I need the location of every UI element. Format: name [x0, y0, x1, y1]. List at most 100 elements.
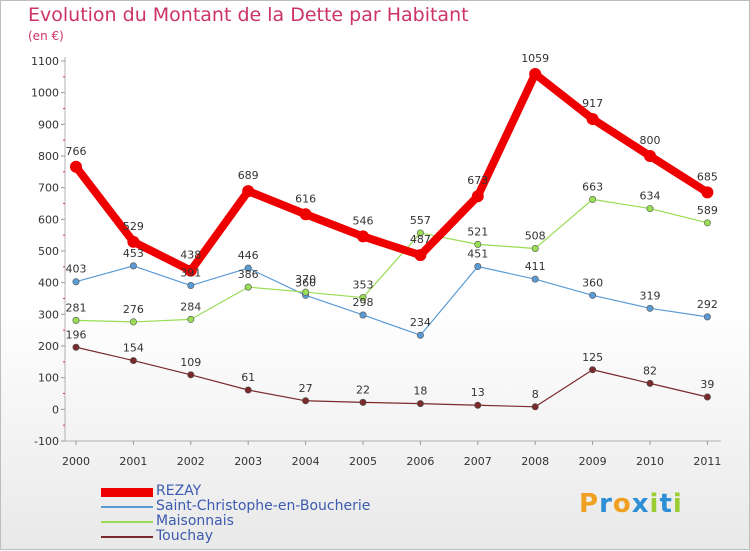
data-point	[357, 230, 369, 243]
legend-swatch-touchay	[101, 536, 153, 538]
data-point	[416, 331, 424, 339]
data-label: 125	[582, 351, 603, 364]
data-label: 403	[66, 263, 87, 276]
data-label: 521	[467, 225, 488, 238]
legend-label-saint-christophe: Saint-Christophe-en-Boucherie	[156, 498, 371, 514]
data-label: 673	[467, 174, 488, 187]
data-label: 196	[66, 328, 87, 341]
legend-swatch-maisonnais	[101, 521, 153, 523]
data-point	[244, 264, 252, 272]
data-point	[302, 397, 310, 405]
data-point	[586, 112, 599, 125]
data-point	[72, 316, 80, 324]
x-tick-label: 2004	[292, 455, 320, 468]
data-point	[474, 263, 482, 271]
data-label: 411	[525, 260, 546, 273]
y-tick-label: 600	[38, 213, 59, 226]
logo-letter: i	[649, 489, 660, 519]
data-label: 284	[180, 300, 201, 313]
data-point	[531, 403, 539, 411]
data-label: 276	[123, 303, 144, 316]
series-line	[72, 69, 712, 275]
y-tick-label: 1000	[31, 87, 59, 100]
data-point	[187, 282, 195, 290]
data-label: 319	[640, 289, 661, 302]
data-label: 39	[700, 378, 714, 391]
x-tick-label: 2010	[636, 455, 664, 468]
data-label: 508	[525, 229, 546, 242]
data-label: 557	[410, 214, 431, 227]
x-tick-label: 2001	[119, 455, 147, 468]
data-label: 61	[241, 371, 255, 384]
data-label: 8	[532, 388, 539, 401]
y-tick-label: 500	[38, 245, 59, 258]
data-point	[646, 205, 654, 213]
data-point	[72, 343, 80, 351]
y-tick-label: 800	[38, 150, 59, 163]
data-label: 292	[697, 298, 718, 311]
data-label: 370	[295, 273, 316, 286]
data-point	[531, 244, 539, 252]
data-label: 154	[123, 342, 144, 355]
data-point	[531, 275, 539, 283]
series-line	[75, 265, 709, 336]
series-line	[75, 198, 709, 323]
y-tick-label: 900	[38, 118, 59, 131]
data-label: 451	[467, 248, 488, 261]
data-point	[187, 371, 195, 379]
data-point	[129, 262, 137, 270]
y-tick-label: -100	[34, 435, 59, 448]
data-point	[589, 195, 597, 203]
data-label: 360	[295, 276, 316, 289]
data-point	[474, 240, 482, 248]
data-label: 616	[295, 192, 316, 205]
data-label: 13	[471, 386, 485, 399]
data-label: 487	[410, 233, 431, 246]
data-point	[127, 235, 140, 248]
series-line	[75, 346, 709, 408]
data-label: 298	[353, 296, 374, 309]
data-label: 634	[640, 190, 661, 203]
data-label: 391	[180, 267, 201, 280]
data-point	[529, 67, 542, 80]
chart-title: Evolution du Montant de la Dette par Hab…	[28, 4, 469, 26]
data-label: 234	[410, 316, 431, 329]
data-point	[299, 208, 312, 221]
data-point	[359, 398, 367, 406]
data-label: 22	[356, 383, 370, 396]
logo-letter: x	[631, 489, 650, 519]
data-point	[129, 318, 137, 326]
logo-letter: r	[599, 489, 613, 519]
data-point	[129, 357, 137, 365]
data-label: 800	[640, 134, 661, 147]
data-point	[187, 315, 195, 323]
data-label: 589	[697, 204, 718, 217]
data-point	[359, 294, 367, 302]
data-label: 386	[238, 268, 259, 281]
data-label: 1059	[521, 52, 549, 65]
data-label: 917	[582, 97, 603, 110]
legend-label-touchay: Touchay	[156, 528, 214, 544]
data-point	[644, 150, 656, 162]
data-point	[70, 160, 82, 173]
legend-label-rezay: REZAY	[156, 483, 202, 499]
data-point	[416, 400, 424, 408]
y-tick-label: 700	[38, 182, 59, 195]
data-point	[703, 219, 711, 227]
x-tick-label: 2011	[693, 455, 721, 468]
y-tick-label: 300	[38, 308, 59, 321]
data-label: 438	[180, 249, 201, 262]
x-tick-label: 2000	[62, 455, 90, 468]
data-point	[244, 283, 252, 291]
data-label: 82	[643, 364, 657, 377]
data-label: 546	[353, 214, 374, 227]
data-label: 18	[413, 385, 427, 398]
y-tick-label: 100	[38, 372, 59, 385]
data-point	[589, 366, 597, 374]
x-tick-label: 2006	[406, 455, 434, 468]
data-point	[703, 313, 711, 321]
logo-letter: i	[672, 489, 683, 519]
data-point	[359, 311, 367, 319]
